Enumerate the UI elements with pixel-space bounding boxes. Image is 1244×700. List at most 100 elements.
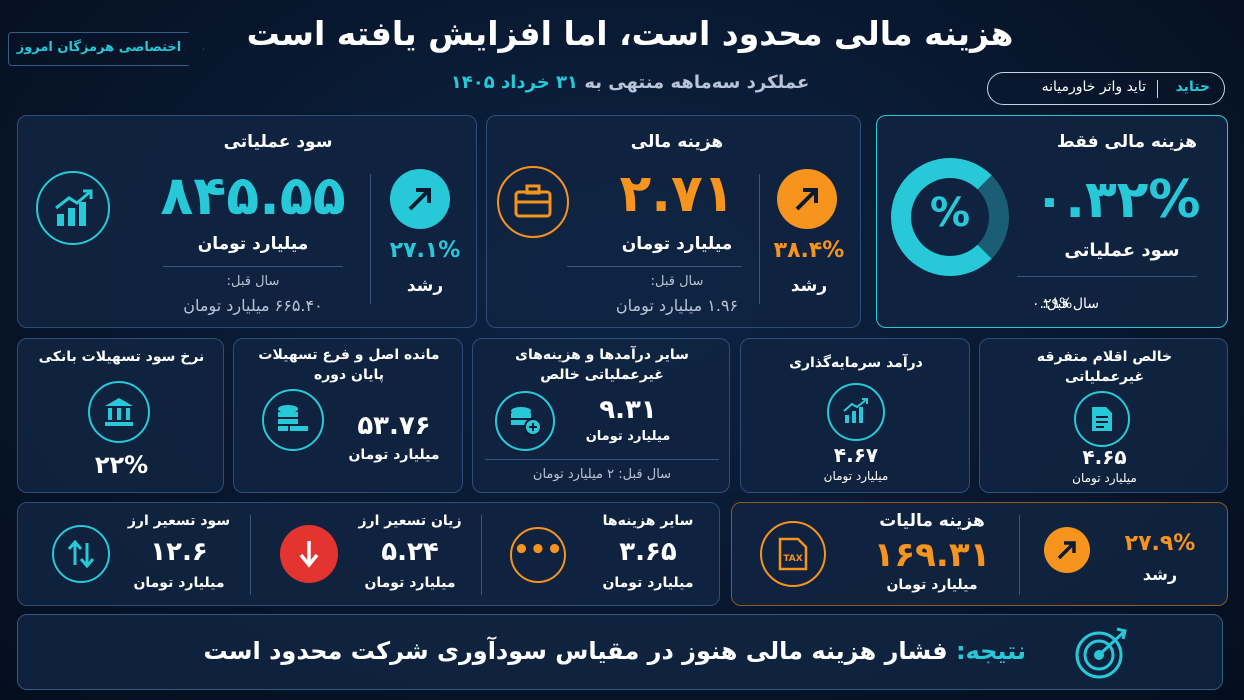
item-title: سود تسعیر ارز xyxy=(127,513,231,529)
icon-circle xyxy=(1074,391,1130,447)
icon-circle xyxy=(262,389,324,451)
card-unit: میلیارد تومان xyxy=(1072,471,1137,485)
item-value: ۵.۲۴ xyxy=(381,537,439,567)
icon-circle xyxy=(510,527,566,583)
divider xyxy=(163,266,343,267)
prev-label: سال قبل: xyxy=(1042,296,1099,312)
growth: ۲۷.۱% xyxy=(389,238,461,263)
conclusion-bar: نتیجه: فشار هزینه مالی هنوز در مقیاس سود… xyxy=(17,614,1223,690)
card-value: ۴.۶۷ xyxy=(833,443,879,467)
icon-circle xyxy=(760,521,826,587)
card: خالص اقلام متفرقه غیرعملیاتی ۴.۶۵ میلیار… xyxy=(979,338,1228,493)
card-title: درآمد سرمایه‌گذاری xyxy=(789,355,923,371)
arrow-icon xyxy=(408,188,431,211)
title: هزینه مالی محدود است، اما افزایش یافته ا… xyxy=(246,14,1014,53)
target-icon xyxy=(1075,627,1127,679)
card: هزینه مالی ۲.۷۱ میلیارد تومان سال قبل: ۱… xyxy=(486,115,861,328)
item-unit: میلیارد تومان xyxy=(133,575,225,591)
card-value: ۹.۳۱ xyxy=(599,395,657,425)
divider xyxy=(759,174,760,304)
coins-icon xyxy=(278,405,308,431)
icon-circle xyxy=(52,525,110,583)
card-title: هزینه مالیات xyxy=(879,511,985,531)
divider xyxy=(485,459,719,460)
subtitle-prefix: عملکرد سه‌ماهه منتهی به xyxy=(584,72,810,93)
growth: ۳۸.۴% xyxy=(773,238,845,263)
card-value: ۰.۳۲% xyxy=(1033,170,1201,230)
icon-circle xyxy=(497,166,569,238)
card-value: ۵۳.۷۶ xyxy=(357,411,431,441)
item-unit: میلیارد تومان xyxy=(602,575,694,591)
card-title: هزینه مالی فقط xyxy=(1057,132,1197,152)
card-unit: میلیارد تومان xyxy=(585,429,671,444)
card-title: مانده اصل و فرع تسهیلات پایان دوره xyxy=(258,347,440,383)
card: سایر درآمدها و هزینه‌های غیرعملیاتی خالص… xyxy=(472,338,730,493)
card-value: ۸۴۵.۵۵ xyxy=(160,164,346,227)
divider xyxy=(1019,515,1020,595)
bank-icon xyxy=(105,398,133,426)
prev-value: ۱.۹۶ میلیارد تومان xyxy=(615,296,739,315)
item-value: ۱۲.۶ xyxy=(150,537,208,567)
divider xyxy=(370,174,371,304)
card: درآمد سرمایه‌گذاری ۴.۶۷ میلیارد تومان xyxy=(740,338,970,493)
prev-label: سال قبل: xyxy=(650,274,704,289)
card-title: سود عملیاتی xyxy=(223,132,333,152)
company-pill: حتاید تاید واتر خاورمیانه xyxy=(987,72,1225,105)
card: سود عملیاتی ۸۴۵.۵۵ میلیارد تومان سال قبل… xyxy=(17,115,477,328)
prev-label: سال قبل: xyxy=(226,274,280,289)
card: TAX هزینه مالیات ۱۶۹.۳۱ میلیارد تومان ۲۷… xyxy=(731,502,1228,606)
conclusion-label: نتیجه: xyxy=(955,637,1026,665)
item-title: سایر هزینه‌ها xyxy=(602,513,694,529)
arrow-icon xyxy=(795,188,818,211)
company-ticker: حتاید xyxy=(1175,79,1210,95)
card-value: ۴.۶۵ xyxy=(1082,445,1127,469)
card-title: نرخ سود تسهیلات بانکی xyxy=(38,349,205,365)
item-value: ۳.۶۵ xyxy=(619,537,677,567)
divider xyxy=(567,266,742,267)
chart-icon xyxy=(55,189,93,226)
badge-text: اختصاصی هرمزگان امروز xyxy=(16,40,182,55)
card-title: خالص اقلام متفرقه غیرعملیاتی xyxy=(1036,349,1173,385)
card-unit: میلیارد تومان xyxy=(886,577,978,593)
svg-text:TAX: TAX xyxy=(783,554,802,564)
divider xyxy=(250,515,251,595)
card-unit: میلیارد تومان xyxy=(823,469,889,483)
exchange-icon xyxy=(67,539,95,569)
badge: اختصاصی هرمزگان امروز xyxy=(8,32,204,66)
card-unit: سود عملیاتی xyxy=(1064,240,1180,261)
icon-circle xyxy=(827,383,885,441)
company-name: تاید واتر خاورمیانه xyxy=(1041,79,1146,95)
card-title: سایر درآمدها و هزینه‌های غیرعملیاتی خالص xyxy=(515,347,689,383)
icon-circle xyxy=(36,171,110,245)
icon-circle xyxy=(88,381,150,443)
icon-circle xyxy=(495,391,555,451)
growth-label: رشد xyxy=(1142,565,1178,584)
growth: ۲۷.۹% xyxy=(1124,531,1196,556)
dots-icon: ••• xyxy=(513,535,563,565)
item-title: زیان تسعیر ارز xyxy=(358,513,462,529)
subtitle-date: ۳۱ خرداد ۱۴۰۵ xyxy=(450,72,579,93)
tax-icon: TAX xyxy=(778,537,808,571)
card-unit: میلیارد تومان xyxy=(348,447,440,463)
card-value: ۱۶۹.۳۱ xyxy=(873,535,991,575)
divider xyxy=(1017,276,1197,277)
document-icon xyxy=(1092,407,1112,431)
card: هزینه مالی فقط % ۰.۳۲% سود عملیاتی سال ق… xyxy=(876,115,1228,328)
card-group: ••• سایر هزینه‌ها ۳.۶۵ میلیارد تومان زیا… xyxy=(17,502,720,606)
conclusion: نتیجه: فشار هزینه مالی هنوز در مقیاس سود… xyxy=(204,637,1026,665)
item-unit: میلیارد تومان xyxy=(364,575,456,591)
subtitle: عملکرد سه‌ماهه منتهی به ۳۱ خرداد ۱۴۰۵ xyxy=(380,72,880,93)
card-value: ۲۲% xyxy=(94,451,149,479)
card-title: هزینه مالی xyxy=(630,132,724,152)
arrow-icon xyxy=(1057,541,1076,560)
prev-value: ۶۶۵.۴۰ میلیارد تومان xyxy=(183,296,323,315)
card-unit: میلیارد تومان xyxy=(621,234,733,254)
conclusion-text: فشار هزینه مالی هنوز در مقیاس سودآوری شر… xyxy=(203,637,948,665)
prev-value: سال قبل: ۲ میلیارد تومان xyxy=(532,467,672,482)
briefcase-icon xyxy=(514,184,552,218)
growth-label: رشد xyxy=(406,276,444,296)
card-value: ۲.۷۱ xyxy=(619,164,735,224)
chart-icon xyxy=(843,398,868,423)
separator xyxy=(1157,80,1158,98)
